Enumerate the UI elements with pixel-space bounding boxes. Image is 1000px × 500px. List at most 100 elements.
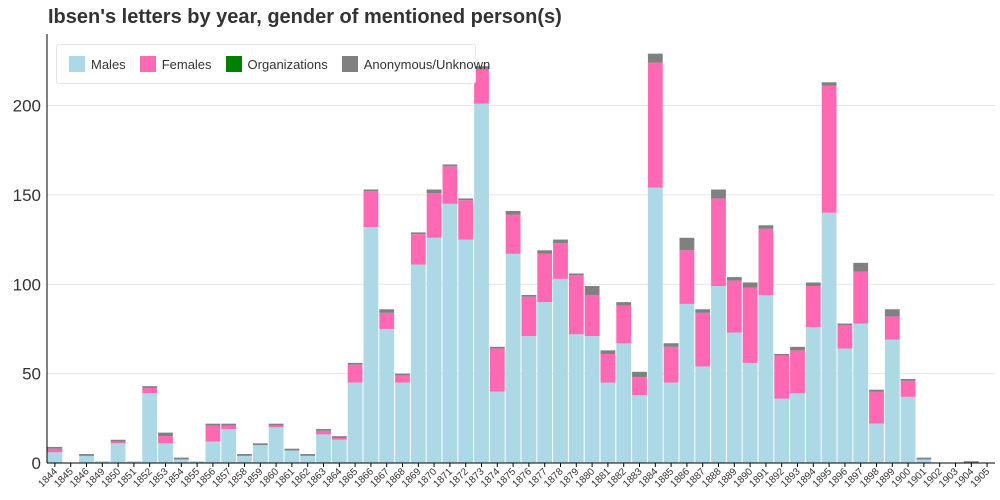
bar-anonymous-unknown-1844 <box>47 446 63 449</box>
bar-males-1855 <box>189 461 205 463</box>
bar-males-1875 <box>505 253 521 463</box>
bar-anonymous-unknown-1890 <box>742 282 758 288</box>
chart-title: Ibsen's letters by year, gender of menti… <box>48 6 562 28</box>
bar-males-1877 <box>537 302 553 463</box>
bar-females-1853 <box>158 436 173 444</box>
bar-anonymous-unknown-1859 <box>252 443 268 446</box>
bar-males-1866 <box>363 227 379 463</box>
bar-anonymous-unknown-1864 <box>331 436 347 438</box>
bar-anonymous-unknown-1889 <box>726 277 742 281</box>
legend-item-females[interactable]: Females <box>139 56 212 72</box>
bar-anonymous-unknown-1866 <box>363 189 379 192</box>
bar-males-1853 <box>158 443 173 463</box>
bar-females-1900 <box>900 380 916 397</box>
bar-males-1886 <box>679 303 695 463</box>
bar-males-1876 <box>521 336 537 463</box>
bar-females-1870 <box>426 193 442 238</box>
y-tick-label: 0 <box>32 454 41 473</box>
bar-males-1844 <box>47 452 63 463</box>
bar-females-1894 <box>805 286 821 328</box>
bar-males-1891 <box>758 294 774 463</box>
bar-anonymous-unknown-1852 <box>142 386 158 388</box>
bar-anonymous-unknown-1877 <box>537 250 553 254</box>
bar-females-1885 <box>663 346 679 383</box>
bar-anonymous-unknown-1879 <box>568 273 584 276</box>
bar-males-1873 <box>474 103 489 464</box>
legend-item-anonymous[interactable]: Anonymous/Unknown <box>341 56 491 72</box>
legend-label-organizations: Organizations <box>247 56 328 72</box>
bar-anonymous-unknown-1896 <box>837 323 853 326</box>
bar-females-1899 <box>884 316 900 340</box>
legend-swatch-males <box>69 56 85 72</box>
bar-anonymous-unknown-1898 <box>869 389 884 392</box>
bar-females-1860 <box>268 425 284 428</box>
bar-anonymous-unknown-1873 <box>474 66 489 70</box>
bar-anonymous-unknown-1867 <box>379 309 395 313</box>
bar-anonymous-unknown-1858 <box>237 454 252 456</box>
bar-males-1885 <box>663 382 679 463</box>
bar-males-1895 <box>821 212 837 463</box>
bar-males-1901 <box>916 459 932 463</box>
bar-females-1879 <box>568 275 584 335</box>
bar-anonymous-unknown-1893 <box>790 346 805 351</box>
x-tick-label: 1905 <box>969 466 993 490</box>
bar-anonymous-unknown-1861 <box>284 448 300 451</box>
bar-females-1892 <box>774 355 790 399</box>
bar-anonymous-unknown-1884 <box>647 53 663 63</box>
bar-females-1890 <box>742 287 758 363</box>
bar-females-1889 <box>726 280 742 333</box>
bar-males-1884 <box>647 187 663 463</box>
bar-males-1861 <box>284 450 300 463</box>
bar-anonymous-unknown-1895 <box>821 82 837 86</box>
bar-females-1864 <box>331 437 347 440</box>
bar-males-1887 <box>695 366 711 463</box>
bar-males-1872 <box>458 239 474 463</box>
bar-males-1869 <box>410 264 426 463</box>
bar-males-1865 <box>347 382 363 463</box>
bar-females-1883 <box>632 377 647 396</box>
legend-label-anonymous: Anonymous/Unknown <box>363 56 491 72</box>
bar-females-1869 <box>410 234 426 265</box>
bar-females-1887 <box>695 312 711 367</box>
bar-males-1870 <box>426 237 442 463</box>
bar-anonymous-unknown-1894 <box>805 282 821 287</box>
bar-anonymous-unknown-1860 <box>268 423 284 426</box>
bar-males-1896 <box>837 348 853 463</box>
bar-females-1863 <box>316 430 331 435</box>
bar-males-1852 <box>142 393 158 463</box>
bar-males-1850 <box>110 443 126 463</box>
y-tick-label: 200 <box>13 97 41 116</box>
bar-males-1871 <box>442 203 458 463</box>
bar-females-1877 <box>537 253 553 303</box>
bar-females-1893 <box>790 350 805 394</box>
bar-males-1846 <box>79 455 94 463</box>
bar-males-1882 <box>616 343 632 463</box>
bar-anonymous-unknown-1870 <box>426 189 442 194</box>
bar-females-1880 <box>584 294 600 337</box>
bar-anonymous-unknown-1901 <box>916 457 932 460</box>
bar-females-1865 <box>347 364 363 383</box>
bar-males-1889 <box>726 332 742 463</box>
bar-anonymous-unknown-1892 <box>774 353 790 356</box>
bar-males-1894 <box>805 327 821 463</box>
legend-swatch-females <box>139 56 156 72</box>
bar-females-1881 <box>600 353 616 383</box>
bar-females-1895 <box>821 85 837 213</box>
bar-anonymous-unknown-1846 <box>79 454 94 456</box>
bar-females-1856 <box>205 425 221 442</box>
bar-anonymous-unknown-1872 <box>458 198 474 201</box>
bar-females-1886 <box>679 250 695 304</box>
bar-females-1868 <box>395 375 410 383</box>
bar-anonymous-unknown-1868 <box>395 373 410 376</box>
bar-anonymous-unknown-1853 <box>158 432 173 437</box>
bar-males-1888 <box>711 286 726 463</box>
bar-males-1857 <box>221 429 237 463</box>
legend-item-organizations[interactable]: Organizations <box>225 56 328 72</box>
legend-item-males[interactable]: Males <box>69 56 126 72</box>
y-tick-label: 50 <box>22 365 41 384</box>
bar-males-1864 <box>331 439 347 463</box>
bar-females-1891 <box>758 228 774 295</box>
bar-females-1867 <box>379 312 395 329</box>
bar-males-1874 <box>489 391 505 463</box>
bar-females-1852 <box>142 387 158 394</box>
